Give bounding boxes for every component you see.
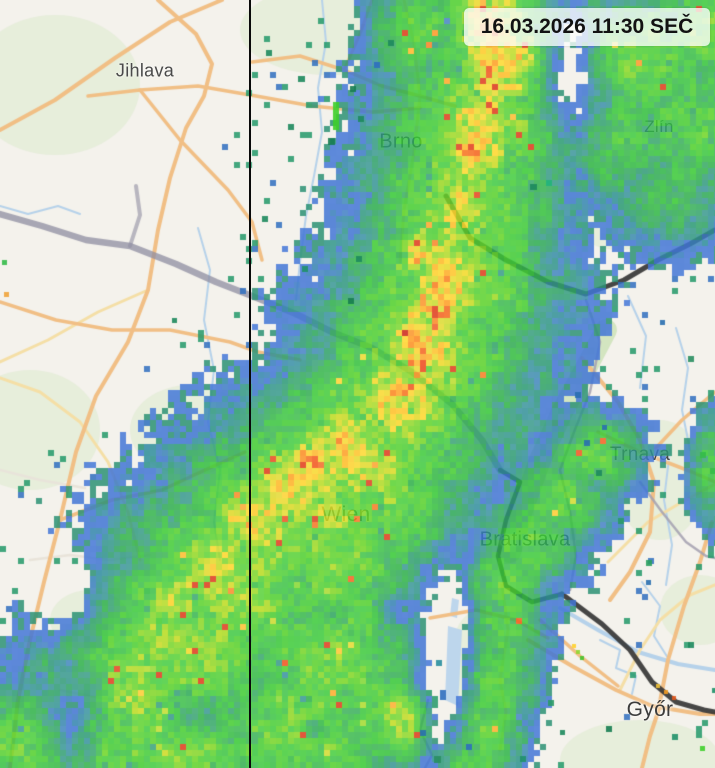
meridian-line (249, 0, 251, 768)
timestamp-badge: 16.03.2026 11:30 SEČ (464, 8, 710, 46)
